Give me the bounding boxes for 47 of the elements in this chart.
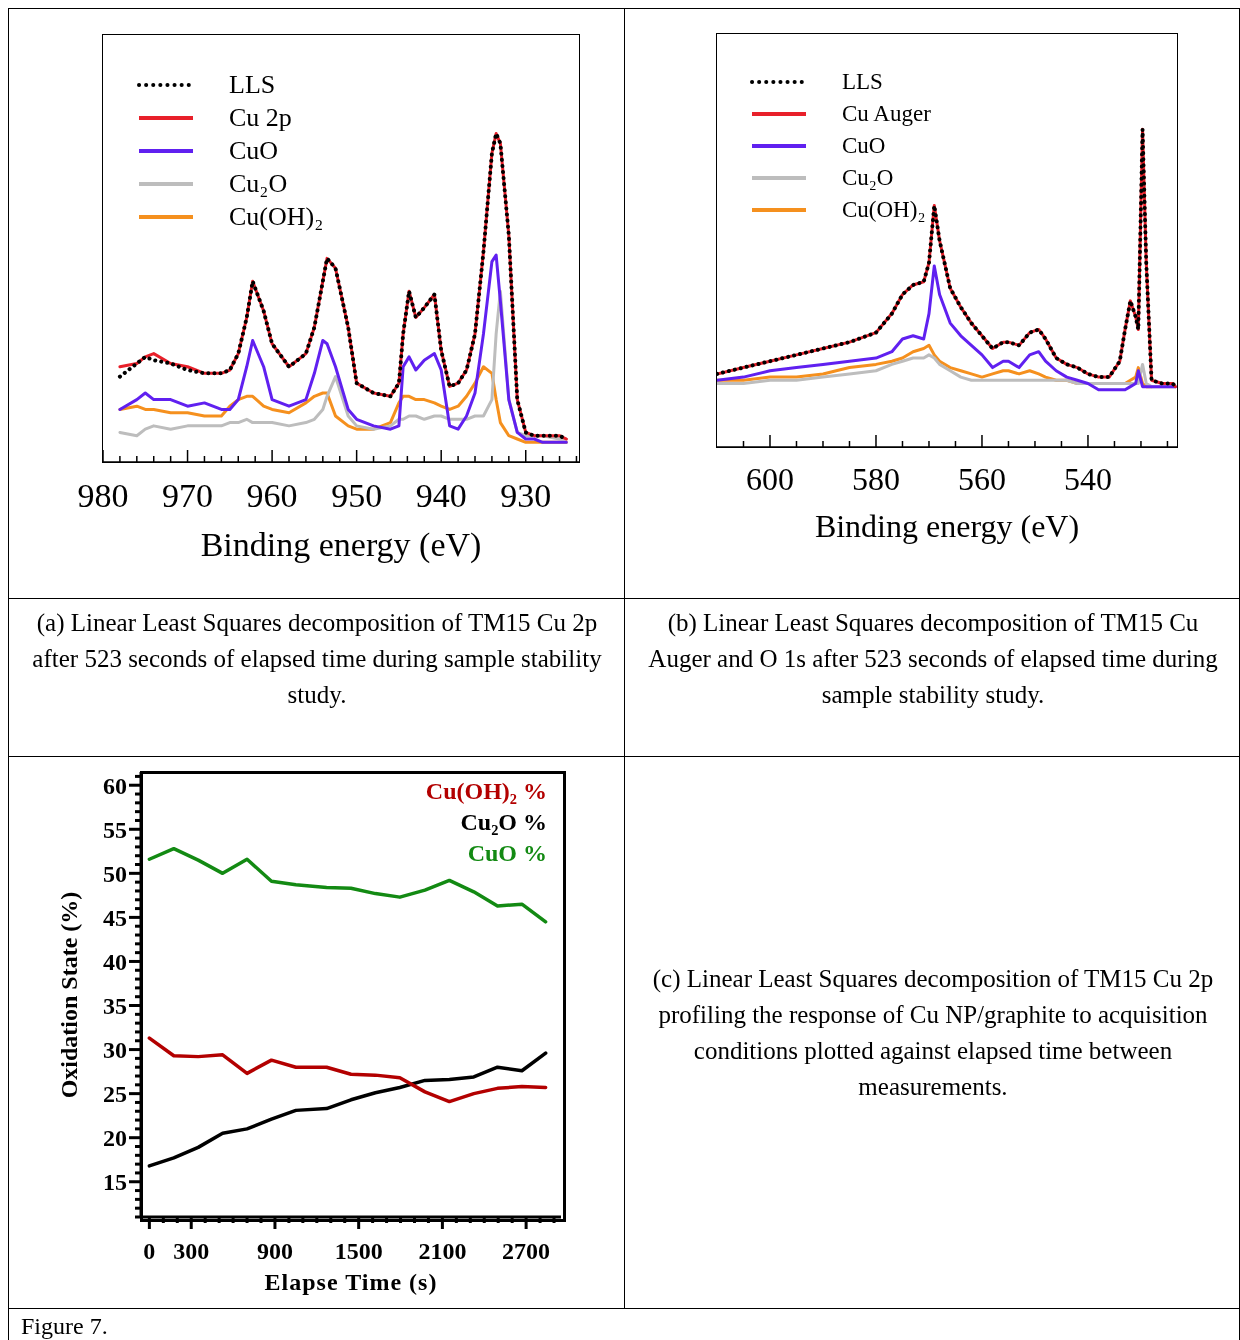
x-tick-label: 930 [500, 477, 552, 514]
legend-label: Cu(OH)₂ [842, 196, 926, 224]
x-tick-label: 600 [746, 461, 794, 497]
x-tick-label: 970 [162, 477, 214, 514]
legend-label: Cu 2p [229, 102, 292, 134]
legend-label: LLS [229, 69, 276, 101]
legend-label: Cu₂O [229, 168, 288, 200]
x-tick-label: 2700 [502, 1238, 551, 1264]
x-tick-label: 1500 [334, 1238, 383, 1264]
text: (c) Linear Least Squares decomposition of TM15 Cu 2p profiling the response of Cu NP/graphite to acquisition conditions plotted against elapsed time between measurements. [651, 964, 1215, 1102]
x-tick-label: 0 [143, 1238, 156, 1264]
x-tick-label: 580 [851, 461, 900, 497]
y-axis-title: Oxidation State (%) [55, 891, 83, 1098]
text: Cu₂O % [460, 808, 547, 837]
x-tick-label: 2100 [418, 1238, 467, 1264]
y-tick-label: 45 [103, 904, 127, 931]
x-axis-title: Binding energy (eV) [199, 526, 483, 564]
x-axis-title: Elapse Time (s) [263, 1269, 439, 1296]
y-tick-label: 55 [103, 816, 127, 843]
y-tick-label: 20 [103, 1125, 127, 1152]
x-tick-label: 300 [173, 1238, 210, 1264]
x-tick-label: 540 [1063, 461, 1112, 497]
y-tick-label: 35 [103, 992, 127, 1019]
x-tick-label: 900 [256, 1238, 293, 1264]
text: Cu(OH)₂ % [425, 777, 547, 806]
legend-label: Cu₂O [842, 164, 894, 192]
legend-label: Cu Auger [842, 100, 931, 128]
x-tick-label: 940 [415, 477, 467, 514]
y-tick-label: 25 [103, 1081, 127, 1108]
caption: Figure 7. [21, 1313, 108, 1339]
x-tick-label: 950 [331, 477, 383, 514]
text: (a) Linear Least Squares decomposition of TM15 Cu 2p after 523 seconds of elapsed time during sample stability study. [31, 608, 603, 710]
series-label: CuO % [467, 839, 547, 868]
x-tick-label: 560 [957, 461, 1006, 497]
y-tick-label: 50 [103, 860, 127, 887]
y-tick-label: 40 [103, 948, 127, 975]
legend-label: Cu(OH)₂ [229, 201, 324, 233]
legend-label: CuO [842, 132, 886, 160]
x-axis-title: Binding energy (eV) [813, 508, 1081, 545]
text: (b) Linear Least Squares decomposition of TM15 Cu Auger and O 1s after 523 seconds of elapsed time during sample stability study. [647, 608, 1219, 710]
x-tick-label: 960 [246, 477, 298, 514]
legend-label: LLS [842, 68, 883, 96]
x-tick-label: 980 [77, 477, 129, 514]
legend-label: CuO [229, 135, 279, 167]
y-tick-label: 60 [103, 772, 127, 799]
y-tick-label: 15 [103, 1169, 127, 1196]
y-tick-label: 30 [103, 1036, 127, 1063]
